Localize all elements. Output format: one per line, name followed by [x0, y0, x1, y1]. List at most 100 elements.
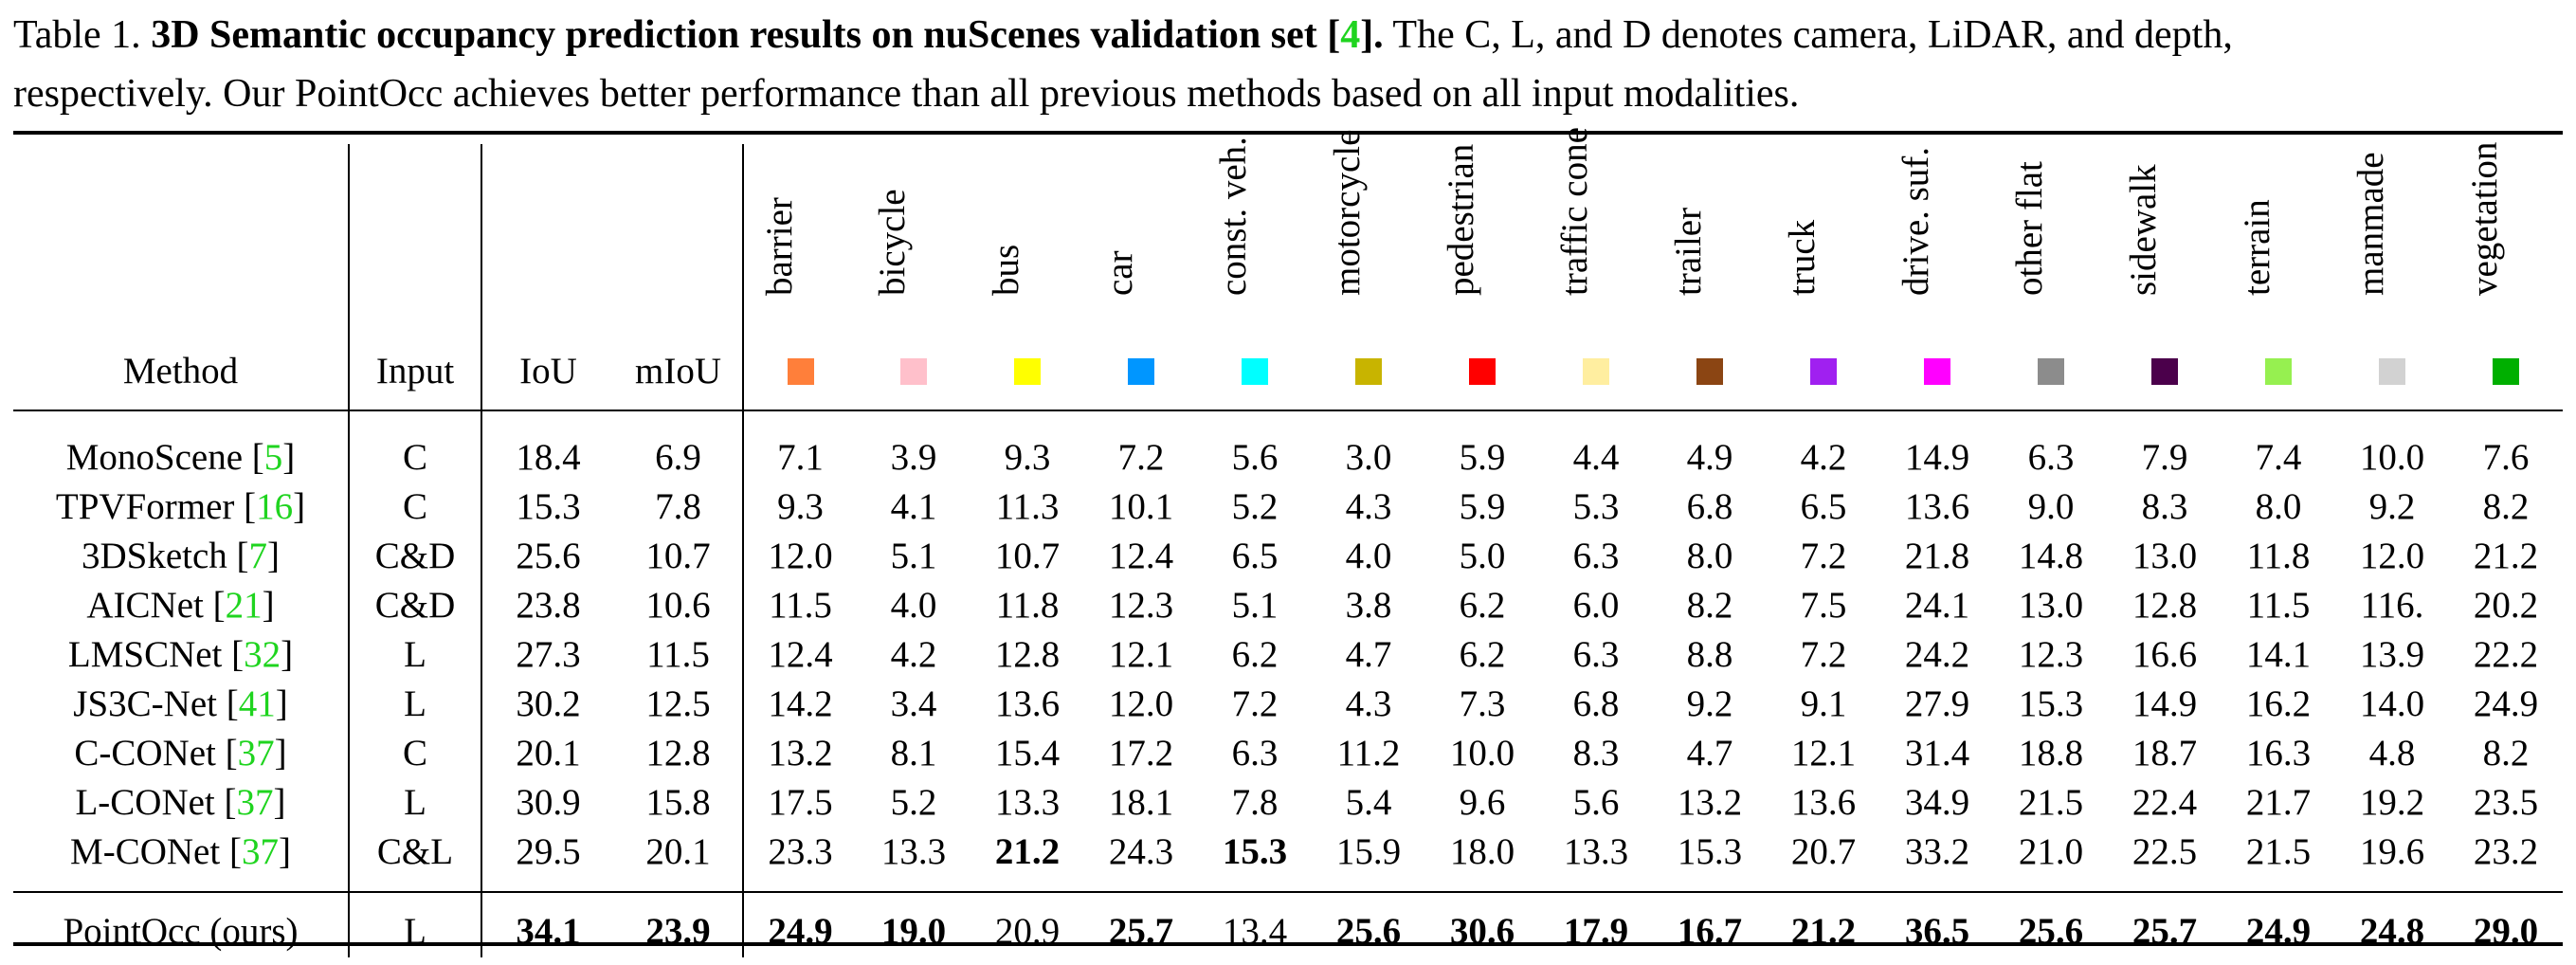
- input-header: Input: [348, 144, 481, 410]
- method-cell: M-CONet [37]: [70, 830, 291, 872]
- value-cell: 12.1: [1790, 732, 1857, 774]
- value-cell: 6.0: [1572, 584, 1620, 626]
- class-header: barrier: [742, 144, 857, 410]
- class-header: drive. suf.: [1880, 144, 1994, 410]
- value-cell: 18.1: [1108, 781, 1174, 823]
- value-cell: 24.1: [1904, 584, 1970, 626]
- value-cell: 8.1: [890, 732, 937, 774]
- input-cell: L: [348, 777, 481, 827]
- value-cell: 10.0: [1449, 732, 1515, 774]
- class-header: vegetation: [2449, 141, 2563, 410]
- method-cell: TPVFormer [16]: [55, 485, 306, 527]
- value-cell: 21.5: [2245, 830, 2312, 872]
- method-cell: C-CONet [37]: [74, 732, 287, 774]
- value-cell: 11.2: [1336, 732, 1401, 774]
- class-header: terrain: [2222, 144, 2335, 410]
- input-cell: L: [348, 629, 481, 679]
- value-cell: 4.0: [1345, 535, 1392, 576]
- value-cell: 12.0: [2359, 535, 2425, 576]
- value-cell: 12.4: [742, 629, 857, 679]
- value-cell: 14.1: [2245, 633, 2312, 675]
- class-header: other flat: [1994, 144, 2108, 410]
- citation-link[interactable]: 41: [238, 683, 276, 724]
- value-cell: 6.8: [1572, 683, 1620, 724]
- method-cell: 3DSketch [7]: [81, 535, 281, 576]
- value-cell: 116.: [2360, 584, 2424, 626]
- value-cell: 11.5: [742, 580, 857, 629]
- citation-link[interactable]: 4: [1340, 13, 1361, 57]
- value-cell: 20.9: [994, 910, 1061, 952]
- input-cell: C&D: [348, 531, 481, 580]
- value-cell: 8.2: [2482, 485, 2530, 527]
- citation-link[interactable]: 37: [236, 781, 274, 823]
- ours-row: PointOcc (ours) L 34.1 23.9 24.9 19.0 20.9 25.7…: [13, 904, 2563, 957]
- citation-link[interactable]: 16: [256, 485, 294, 527]
- value-cell: 13.0: [2132, 535, 2198, 576]
- class-label: bus: [986, 244, 1026, 296]
- class-label: vegetation: [2464, 141, 2505, 296]
- value-cell: 25.7: [1108, 910, 1174, 952]
- value-cell: 9.6: [1459, 781, 1506, 823]
- citation-link[interactable]: 37: [237, 732, 275, 774]
- citation-link[interactable]: 37: [241, 830, 279, 872]
- value-cell: 7.5: [1800, 584, 1847, 626]
- class-label: car: [1099, 250, 1140, 296]
- value-cell: 23.2: [2473, 830, 2539, 872]
- value-cell: 5.6: [1572, 781, 1620, 823]
- method-cell: PointOcc (ours): [63, 910, 299, 952]
- citation-link[interactable]: 21: [225, 584, 263, 626]
- value-cell: 24.9: [2245, 910, 2312, 952]
- input-cell: C&L: [348, 827, 481, 876]
- value-cell: 12.3: [1108, 584, 1174, 626]
- value-cell: 19.6: [2359, 830, 2425, 872]
- class-color-swatch: [2493, 358, 2519, 385]
- class-header: sidewalk: [2108, 144, 2222, 410]
- value-cell: 18.0: [1449, 830, 1515, 872]
- citation-link[interactable]: 7: [248, 535, 268, 576]
- value-cell: 18.7: [2132, 732, 2198, 774]
- value-cell: 11.5: [2246, 584, 2311, 626]
- value-cell: 16.3: [2245, 732, 2312, 774]
- value-cell: 11.3: [995, 485, 1060, 527]
- method-cell: AICNet [21]: [86, 584, 275, 626]
- class-header: bicycle: [857, 144, 971, 410]
- class-label: bicycle: [872, 189, 913, 296]
- value-cell: 12.0: [742, 531, 857, 580]
- class-label: truck: [1782, 219, 1823, 296]
- iou-cell: 23.8: [481, 580, 614, 629]
- table-row: TPVFormer [16] C 15.3 7.8 9.3 4.1 11.3 10.1 5.2 4…: [13, 482, 2563, 531]
- value-cell: 29.0: [2473, 910, 2539, 952]
- value-cell: 19.2: [2359, 781, 2425, 823]
- citation-link[interactable]: 32: [244, 633, 281, 675]
- spacer-row: [13, 892, 2563, 904]
- value-cell: 16.6: [2132, 633, 2198, 675]
- value-cell: 13.3: [1563, 830, 1629, 872]
- value-cell: 13.6: [994, 683, 1061, 724]
- iou-cell: 34.1: [481, 904, 614, 957]
- value-cell: 13.3: [880, 830, 947, 872]
- class-color-swatch: [1810, 358, 1837, 385]
- class-color-swatch: [1696, 358, 1723, 385]
- value-cell: 23.5: [2473, 781, 2539, 823]
- class-label: terrain: [2237, 199, 2277, 296]
- class-color-swatch: [2038, 358, 2064, 385]
- value-cell: 14.8: [2018, 535, 2084, 576]
- miou-cell: 12.8: [645, 732, 711, 774]
- value-cell: 6.8: [1686, 485, 1733, 527]
- iou-cell: 18.4: [481, 432, 614, 482]
- value-cell: 12.8: [994, 633, 1061, 675]
- class-header: car: [1084, 144, 1198, 410]
- citation-link[interactable]: 5: [263, 436, 283, 478]
- value-cell: 24.2: [1904, 633, 1970, 675]
- value-cell: 4.8: [2368, 732, 2416, 774]
- value-cell: 3.8: [1345, 584, 1392, 626]
- table-row: AICNet [21] C&D 23.8 10.6 11.5 4.0 11.8 12.3 5.1…: [13, 580, 2563, 629]
- value-cell: 13.3: [994, 781, 1061, 823]
- value-cell: 8.3: [2141, 485, 2188, 527]
- method-cell: LMSCNet [32]: [67, 633, 294, 675]
- value-cell: 14.9: [1904, 436, 1970, 478]
- value-cell: 6.2: [1231, 633, 1279, 675]
- table-row: 3DSketch [7] C&D 25.6 10.7 12.0 5.1 10.7 12.4 6.…: [13, 531, 2563, 580]
- value-cell: 5.1: [890, 535, 937, 576]
- value-cell: 5.2: [1231, 485, 1279, 527]
